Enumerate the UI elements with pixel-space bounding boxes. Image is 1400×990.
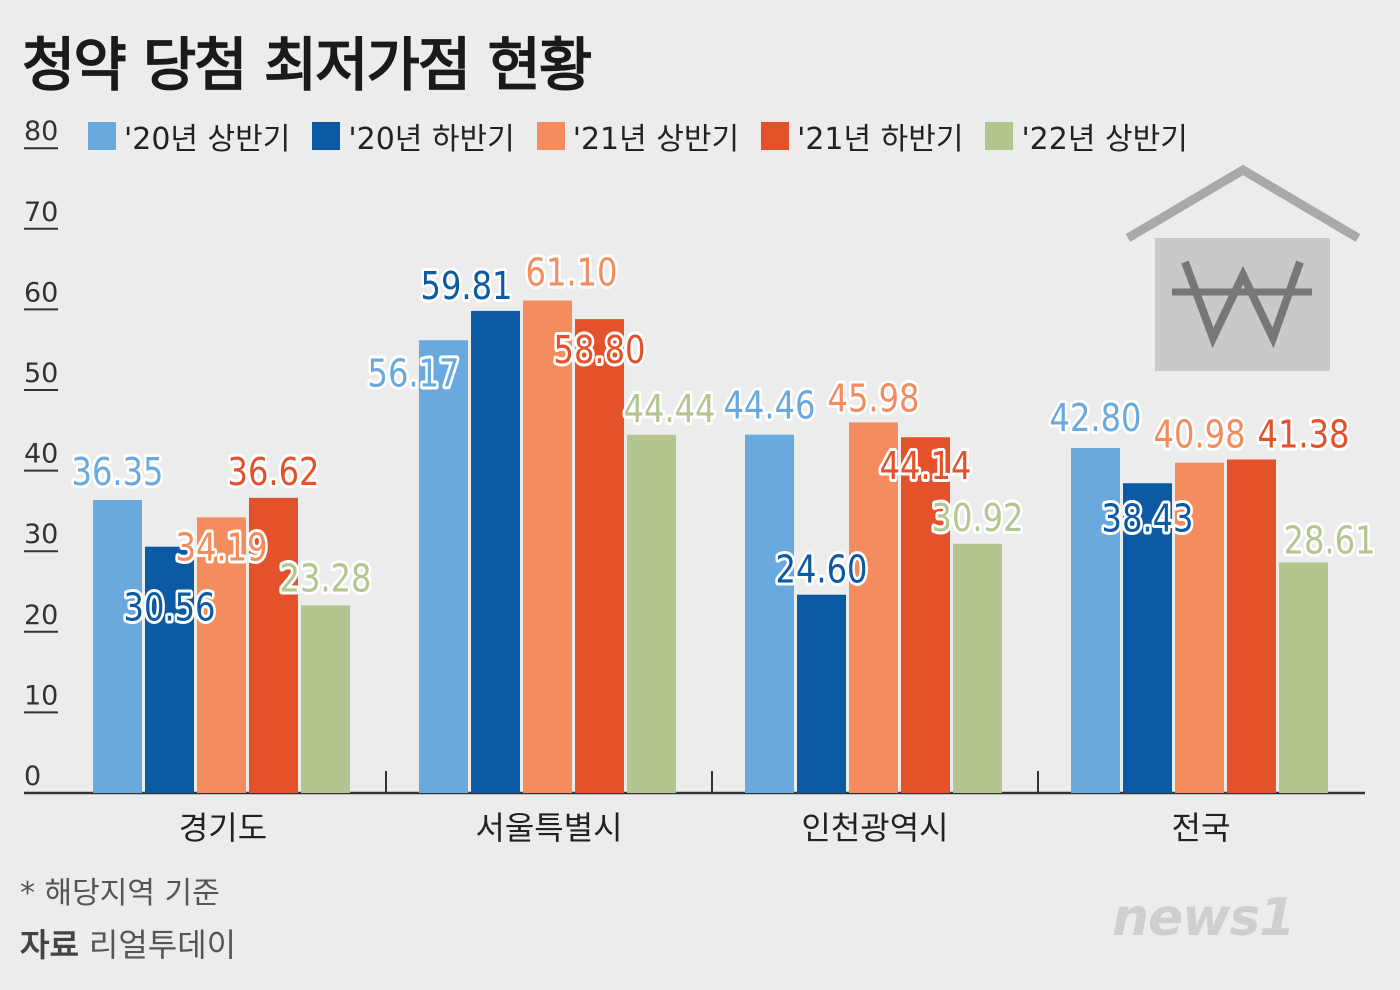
bar (627, 434, 676, 793)
data-label: 59.81 (421, 264, 513, 308)
data-label: 38.43 (1102, 496, 1194, 540)
bar (1227, 459, 1276, 793)
data-label: 24.60 (776, 548, 868, 592)
data-label: 41.38 (1258, 412, 1350, 456)
data-label: 30.92 (932, 496, 1024, 540)
data-label: 56.17 (368, 351, 460, 395)
x-tick-label: 서울특별시 (475, 809, 622, 847)
legend-label: '22년 상반기 (1021, 122, 1188, 157)
data-label: 30.56 (124, 586, 216, 630)
legend-swatch (312, 122, 341, 150)
bar (1175, 462, 1224, 793)
y-tick-label: 40 (24, 439, 58, 470)
data-label: 45.98 (828, 376, 920, 420)
bar-chart: 0 10 20 30 40 50 60 70 80 경기도 서울특별시 인천광역시 전국 36.35 56.… (24, 116, 1379, 847)
bar (1123, 483, 1172, 793)
legend-swatch (985, 122, 1014, 150)
x-tick-label: 경기도 (179, 809, 267, 847)
y-tick-label: 50 (24, 358, 58, 389)
y-tick-label: 10 (24, 680, 58, 711)
data-label: 36.62 (228, 450, 320, 494)
data-label: 40.98 (1154, 413, 1246, 457)
bar (1071, 448, 1120, 793)
legend-item: '20년 상반기 (88, 114, 290, 158)
legend-label: '21년 하반기 (797, 122, 964, 157)
data-label: 36.35 (72, 450, 164, 494)
bar (953, 543, 1002, 793)
legend-item: '22년 상반기 (985, 114, 1188, 158)
x-tick-label: 전국 (1172, 809, 1231, 847)
bar (93, 500, 142, 793)
legend-item: '21년 상반기 (536, 114, 740, 158)
bar (197, 517, 246, 793)
bar (575, 319, 624, 793)
data-label: 28.61 (1284, 518, 1376, 562)
bar (249, 497, 298, 793)
bar (301, 605, 350, 793)
data-label: 44.14 (880, 444, 972, 488)
legend-swatch (536, 122, 565, 150)
legend-swatch (761, 122, 790, 150)
data-label: 42.80 (1050, 396, 1142, 440)
bar (745, 434, 794, 793)
data-label: 44.44 (624, 387, 716, 431)
source: 자료 리얼투데이 (20, 920, 236, 966)
footnote: * 해당지역 기준 (20, 876, 220, 911)
data-label: 34.19 (176, 525, 268, 569)
bar (849, 422, 898, 793)
y-tick-label: 70 (24, 197, 58, 228)
data-label: 58.80 (554, 328, 646, 372)
y-tick-label: 60 (24, 277, 58, 308)
x-tick-label: 인천광역시 (801, 809, 948, 847)
bar (797, 594, 846, 793)
legend-item: '20년 하반기 (312, 114, 515, 158)
data-label: 61.10 (526, 251, 618, 295)
legend-item: '21년 하반기 (761, 114, 963, 158)
bar (523, 300, 572, 793)
bar (419, 340, 468, 793)
source-label: 자료 (20, 926, 79, 964)
bar (471, 310, 520, 793)
data-label: 23.28 (280, 556, 372, 600)
y-tick-label: 0 (24, 761, 41, 792)
legend-label: '21년 상반기 (572, 122, 740, 157)
bar (1279, 562, 1328, 793)
chart-title: 청약 당첨 최저가점 현황 (22, 31, 592, 99)
legend-swatch (88, 122, 116, 150)
y-tick-label: 30 (24, 519, 58, 550)
house-won-icon (1125, 164, 1361, 371)
news1-logo: news1 (1112, 888, 1295, 948)
bar (901, 437, 950, 793)
legend-label: '20년 하반기 (348, 122, 515, 157)
bar (145, 546, 194, 793)
y-tick-label: 20 (24, 600, 58, 631)
y-tick-label: 80 (24, 116, 58, 147)
data-label: 44.46 (724, 384, 816, 428)
legend: '20년 상반기 '20년 하반기 '21년 상반기 '21년 하반기 '22년 상반기 (88, 114, 1188, 158)
source-value: 리얼투데이 (88, 926, 237, 964)
legend-label: '20년 상반기 (124, 122, 291, 157)
